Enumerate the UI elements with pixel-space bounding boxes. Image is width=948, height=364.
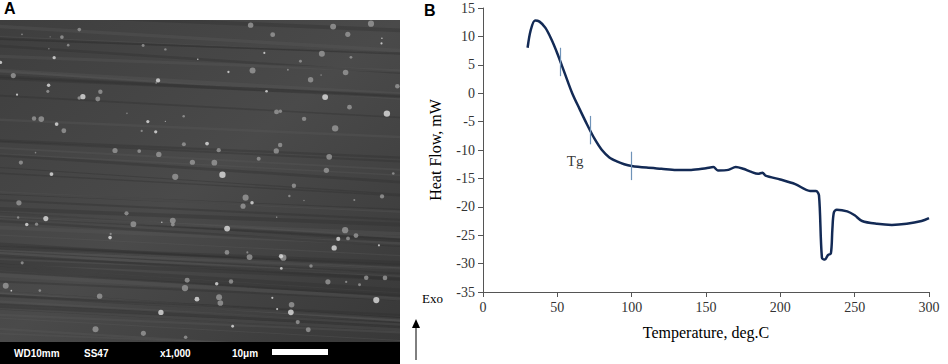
svg-text:-5: -5 bbox=[463, 114, 475, 129]
svg-text:-10: -10 bbox=[456, 143, 475, 158]
svg-text:150: 150 bbox=[696, 300, 717, 315]
svg-text:WD10mm: WD10mm bbox=[14, 348, 60, 359]
svg-text:Heat Flow, mW: Heat Flow, mW bbox=[427, 98, 444, 201]
svg-text:-35: -35 bbox=[456, 285, 475, 300]
html-text:A: A bbox=[4, 0, 16, 17]
svg-text:Temperature, deg.C: Temperature, deg.C bbox=[643, 324, 769, 342]
svg-text:-25: -25 bbox=[456, 228, 475, 243]
svg-text:Exo: Exo bbox=[422, 291, 443, 306]
svg-text:B: B bbox=[424, 2, 436, 19]
svg-text:5: 5 bbox=[468, 57, 475, 72]
svg-text:0: 0 bbox=[480, 300, 487, 315]
svg-text:10μm: 10μm bbox=[232, 348, 258, 359]
svg-text:SS47: SS47 bbox=[84, 348, 109, 359]
svg-text:0: 0 bbox=[468, 86, 475, 101]
svg-text:50: 50 bbox=[550, 300, 564, 315]
svg-text:10: 10 bbox=[461, 29, 475, 44]
svg-text:15: 15 bbox=[461, 1, 475, 16]
svg-text:200: 200 bbox=[770, 300, 791, 315]
svg-text:250: 250 bbox=[844, 300, 865, 315]
svg-text:100: 100 bbox=[621, 300, 642, 315]
svg-text:300: 300 bbox=[919, 300, 940, 315]
svg-text:-20: -20 bbox=[456, 199, 475, 214]
svg-text:Tg: Tg bbox=[567, 153, 584, 169]
svg-text:-30: -30 bbox=[456, 256, 475, 271]
svg-text:x1,000: x1,000 bbox=[160, 348, 191, 359]
svg-text:-15: -15 bbox=[456, 171, 475, 186]
